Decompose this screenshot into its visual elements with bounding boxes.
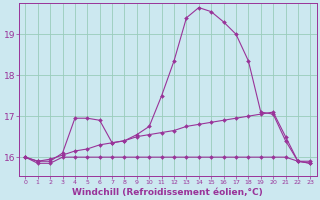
X-axis label: Windchill (Refroidissement éolien,°C): Windchill (Refroidissement éolien,°C) [72,188,263,197]
